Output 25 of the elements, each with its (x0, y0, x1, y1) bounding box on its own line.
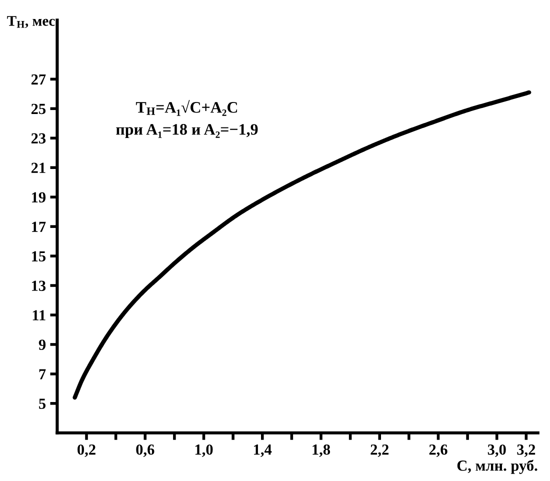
y-tick-label: 9 (38, 340, 46, 350)
x-tick-label: 3,0 (488, 444, 506, 457)
y-tick-label: 17 (32, 222, 46, 232)
y-tick-label: 23 (31, 133, 46, 144)
y-tick-label: 15 (32, 251, 46, 262)
y-tick-label: 11 (32, 310, 46, 320)
y-axis-title: T$_{Н}$, мес (7, 16, 55, 28)
x-tick-label: 2,2 (370, 444, 389, 457)
x-tick-label: 1,8 (312, 444, 330, 457)
x-tick-label: 3,2 (517, 444, 536, 457)
annotation: T$_{Н}$=A₁√C+A₂C (136, 100, 238, 116)
annotation: при A₁=18 и A₂=−1,9 (116, 124, 258, 138)
x-axis-title: C, млн. руб. (457, 460, 538, 474)
y-tick-label: 27 (31, 74, 46, 84)
x-tick-label: 0,2 (78, 444, 96, 457)
y-tick-label: 13 (32, 280, 46, 291)
y-tick-label: 21 (31, 162, 46, 173)
y-tick-label: 25 (31, 104, 46, 114)
x-tick-label: 0,6 (136, 444, 154, 457)
y-tick-label: 5 (39, 398, 46, 409)
y-tick-label: 7 (39, 369, 46, 380)
y-tick-label: 19 (32, 192, 46, 203)
x-tick-label: 2,6 (429, 444, 448, 457)
x-tick-label: 1,4 (254, 444, 272, 457)
x-tick-label: 1,0 (195, 444, 213, 457)
